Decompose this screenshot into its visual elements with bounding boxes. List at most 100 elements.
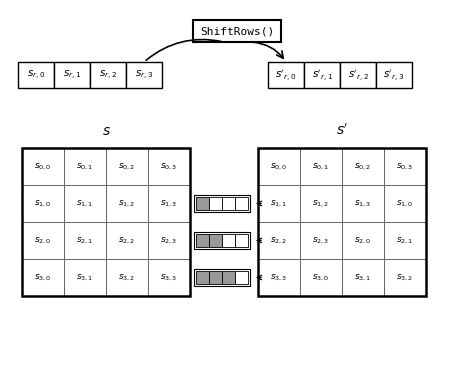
Text: $s_{3,2}$: $s_{3,2}$: [118, 272, 136, 283]
Bar: [222, 271, 235, 284]
Text: ShiftRows(): ShiftRows(): [200, 26, 274, 36]
Text: $s_{0,1}$: $s_{0,1}$: [76, 161, 94, 172]
Bar: [194, 195, 250, 212]
Bar: [22, 185, 64, 222]
Text: $s_{3,0}$: $s_{3,0}$: [34, 272, 52, 283]
Text: $s_{2,3}$: $s_{2,3}$: [312, 236, 330, 246]
Text: $s_{0,1}$: $s_{0,1}$: [312, 161, 330, 172]
Text: $s'_{r,1}$: $s'_{r,1}$: [311, 67, 332, 83]
Bar: [300, 259, 342, 296]
Text: $s_{2,0}$: $s_{2,0}$: [354, 236, 372, 246]
Bar: [235, 271, 248, 284]
Bar: [148, 259, 190, 296]
Bar: [384, 259, 426, 296]
Bar: [22, 148, 64, 185]
Text: $s_{3,1}$: $s_{3,1}$: [76, 272, 94, 283]
Bar: [193, 20, 281, 42]
Bar: [18, 62, 54, 88]
Bar: [384, 185, 426, 222]
Text: $s_{3,2}$: $s_{3,2}$: [396, 272, 414, 283]
Text: $s_{0,0}$: $s_{0,0}$: [270, 161, 288, 172]
Text: $s_{1,2}$: $s_{1,2}$: [118, 198, 136, 208]
Bar: [196, 234, 209, 247]
Bar: [384, 148, 426, 185]
Bar: [300, 222, 342, 259]
Text: $s_{1,1}$: $s_{1,1}$: [76, 198, 94, 208]
Bar: [342, 185, 384, 222]
Text: $s_{2,2}$: $s_{2,2}$: [118, 236, 136, 246]
Bar: [342, 222, 384, 259]
Bar: [148, 148, 190, 185]
Text: $s_{r,3}$: $s_{r,3}$: [135, 69, 153, 81]
Bar: [300, 185, 342, 222]
Bar: [304, 62, 340, 88]
Text: $s_{1,1}$: $s_{1,1}$: [270, 198, 288, 208]
Text: $s_{3,1}$: $s_{3,1}$: [354, 272, 372, 283]
Bar: [54, 62, 90, 88]
Bar: [106, 259, 148, 296]
Text: $s_{2,3}$: $s_{2,3}$: [160, 236, 178, 246]
Text: $s_{2,1}$: $s_{2,1}$: [396, 236, 414, 246]
Text: $s_{2,2}$: $s_{2,2}$: [270, 236, 288, 246]
Bar: [258, 259, 300, 296]
Bar: [64, 185, 106, 222]
Text: $s_{1,3}$: $s_{1,3}$: [354, 198, 372, 208]
Bar: [196, 197, 209, 210]
Bar: [106, 148, 148, 185]
Text: $s_{r,1}$: $s_{r,1}$: [63, 69, 81, 81]
Bar: [126, 62, 162, 88]
Bar: [106, 185, 148, 222]
Text: $s_{2,1}$: $s_{2,1}$: [76, 236, 94, 246]
Bar: [106, 222, 148, 259]
Bar: [376, 62, 412, 88]
Bar: [22, 222, 64, 259]
Text: $s_{3,0}$: $s_{3,0}$: [312, 272, 330, 283]
Bar: [300, 148, 342, 185]
Bar: [194, 269, 250, 286]
Bar: [342, 259, 384, 296]
Bar: [148, 222, 190, 259]
Bar: [209, 197, 222, 210]
Text: $s'_{r,0}$: $s'_{r,0}$: [275, 67, 297, 83]
Bar: [64, 259, 106, 296]
Text: $s_{1,0}$: $s_{1,0}$: [34, 198, 52, 208]
Bar: [194, 232, 250, 249]
Bar: [64, 222, 106, 259]
Bar: [235, 234, 248, 247]
Bar: [258, 148, 300, 185]
Text: $s_{r,2}$: $s_{r,2}$: [99, 69, 117, 81]
Text: $s'$: $s'$: [336, 123, 348, 138]
Bar: [268, 62, 304, 88]
Bar: [258, 185, 300, 222]
Text: $s_{3,3}$: $s_{3,3}$: [270, 272, 288, 283]
Bar: [209, 271, 222, 284]
Text: $s_{0,3}$: $s_{0,3}$: [160, 161, 178, 172]
Bar: [235, 197, 248, 210]
Text: $s'_{r,3}$: $s'_{r,3}$: [383, 67, 404, 83]
Text: $s_{r,0}$: $s_{r,0}$: [27, 69, 45, 81]
Text: $s_{1,3}$: $s_{1,3}$: [160, 198, 178, 208]
Bar: [258, 222, 300, 259]
Bar: [64, 148, 106, 185]
Text: $s_{2,0}$: $s_{2,0}$: [34, 236, 52, 246]
Bar: [222, 234, 235, 247]
Bar: [258, 148, 426, 296]
Bar: [196, 271, 209, 284]
Text: $s'_{r,2}$: $s'_{r,2}$: [347, 67, 368, 83]
Bar: [342, 148, 384, 185]
Bar: [222, 197, 235, 210]
Text: $s_{0,3}$: $s_{0,3}$: [396, 161, 414, 172]
Bar: [148, 185, 190, 222]
Bar: [384, 222, 426, 259]
Text: $s$: $s$: [101, 124, 110, 138]
Text: $s_{1,0}$: $s_{1,0}$: [396, 198, 414, 208]
Bar: [209, 234, 222, 247]
Bar: [340, 62, 376, 88]
Bar: [90, 62, 126, 88]
Bar: [22, 259, 64, 296]
Text: $s_{0,2}$: $s_{0,2}$: [355, 161, 372, 172]
Text: $s_{1,2}$: $s_{1,2}$: [312, 198, 329, 208]
Text: $s_{0,2}$: $s_{0,2}$: [118, 161, 136, 172]
Bar: [22, 148, 190, 296]
Text: $s_{0,0}$: $s_{0,0}$: [34, 161, 52, 172]
